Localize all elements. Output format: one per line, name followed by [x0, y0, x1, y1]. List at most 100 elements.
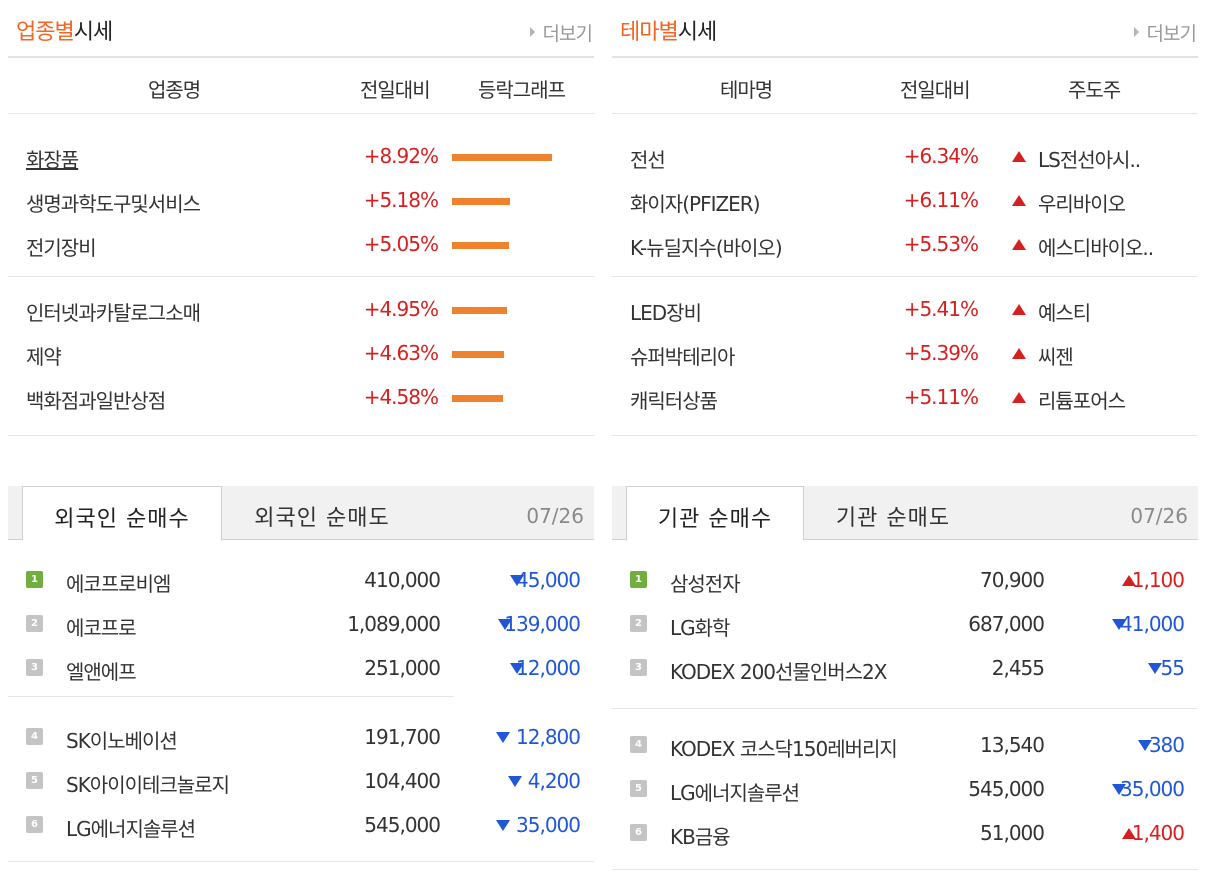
table-row[interactable]: 5 SK아이이테크놀로지 104,400 4,200: [8, 759, 594, 803]
list-item[interactable]: 슈퍼박테리아 +5.39% 씨젠: [612, 331, 1198, 375]
sector-change: +5.05%: [363, 232, 439, 256]
sector-name[interactable]: 백화점과일반상점: [26, 389, 166, 413]
diff-cell: 12,000: [454, 646, 594, 690]
stock-name[interactable]: 에코프로비엠: [66, 572, 171, 596]
stock-name[interactable]: LG에너지솔루션: [66, 817, 196, 841]
theme-leader[interactable]: LS전선아시..: [1038, 148, 1141, 172]
stock-price: 545,000: [968, 777, 1045, 801]
stock-name[interactable]: 에코프로: [66, 616, 137, 640]
triangle-down-icon: [496, 820, 510, 831]
theme-more-link[interactable]: 더보기: [1133, 19, 1197, 46]
stock-diff: 12,000: [516, 656, 581, 680]
stock-diff: 35,000: [1120, 777, 1185, 801]
sector-title: 업종별시세: [16, 20, 113, 45]
list-item[interactable]: LED장비 +5.41% 예스티: [612, 287, 1198, 331]
triangle-down-icon: [1112, 784, 1126, 795]
table-row[interactable]: 2 LG화학 687,000 41,000: [612, 602, 1198, 646]
sector-name[interactable]: 인터넷과카탈로그소매: [26, 301, 201, 325]
stock-price: 251,000: [364, 656, 441, 680]
foreign-group: 4 SK이노베이션 191,700 12,800 5 SK아이이테크놀로지 10…: [8, 697, 594, 862]
foreign-panel: 외국인 순매수 외국인 순매도 07/26 1 에코프로비엠 410,000 2…: [8, 486, 594, 862]
stock-name[interactable]: 삼성전자: [670, 572, 741, 596]
theme-column-header: 테마명 전일대비 주도주: [612, 58, 1198, 114]
triangle-down-icon: [1112, 619, 1126, 630]
triangle-up-icon: [1012, 348, 1026, 359]
theme-leader[interactable]: 씨젠: [1038, 345, 1074, 369]
triangle-up-icon: [1012, 151, 1026, 162]
stock-price: 2,455: [991, 656, 1045, 680]
table-row[interactable]: 6 KB금융 51,000 1,400: [612, 811, 1198, 855]
table-row[interactable]: 2 에코프로 1,089,000: [8, 602, 454, 646]
sector-name[interactable]: 제약: [26, 345, 62, 369]
rank-badge: 4: [26, 728, 43, 745]
triangle-down-icon: [1138, 740, 1152, 751]
theme-col-change: 전일대비: [900, 78, 971, 102]
stock-name[interactable]: LG에너지솔루션: [670, 781, 800, 805]
stock-name[interactable]: KB금융: [670, 825, 731, 849]
list-item[interactable]: 인터넷과카탈로그소매 +4.95%: [8, 287, 594, 331]
theme-leader[interactable]: 우리바이오: [1038, 192, 1126, 216]
table-row[interactable]: 3 KODEX 200선물인버스2X 2,455 55: [612, 646, 1198, 690]
theme-name[interactable]: K-뉴딜지수(바이오): [630, 236, 783, 260]
rank-badge: 4: [630, 736, 647, 753]
list-item[interactable]: 화장품 +8.92%: [8, 134, 594, 178]
table-row[interactable]: 1 삼성전자 70,900 1,100: [612, 558, 1198, 602]
stock-name[interactable]: LG화학: [670, 616, 730, 640]
sector-change: +8.92%: [363, 144, 439, 168]
stock-price: 104,400: [364, 769, 441, 793]
change-bar: [452, 154, 552, 161]
theme-change: +6.34%: [903, 144, 979, 168]
tab-foreign-net-buy[interactable]: 외국인 순매수: [22, 486, 222, 541]
theme-name[interactable]: 화이자(PFIZER): [630, 192, 761, 216]
theme-change: +5.11%: [903, 385, 979, 409]
rank-badge: 3: [630, 659, 647, 676]
stock-name[interactable]: 엘앤에프: [66, 660, 137, 684]
theme-name[interactable]: LED장비: [630, 301, 702, 325]
theme-name[interactable]: 전선: [630, 148, 666, 172]
foreign-date: 07/26: [526, 504, 584, 528]
stock-price: 410,000: [364, 568, 441, 592]
theme-leader[interactable]: 예스티: [1038, 301, 1091, 325]
stock-price: 13,540: [980, 733, 1045, 757]
list-item[interactable]: 화이자(PFIZER) +6.11% 우리바이오: [612, 178, 1198, 222]
tab-foreign-net-sell[interactable]: 외국인 순매도: [254, 506, 390, 531]
stock-name[interactable]: SK이노베이션: [66, 729, 178, 753]
rank-badge: 2: [630, 615, 647, 632]
sector-panel: 업종별시세 더보기 업종명 전일대비 등락그래프 화장품 +8.92% 생명과학…: [8, 0, 594, 436]
theme-leader[interactable]: 리튬포어스: [1038, 389, 1126, 413]
list-item[interactable]: 전선 +6.34% LS전선아시..: [612, 134, 1198, 178]
theme-name[interactable]: 캐릭터상품: [630, 389, 718, 413]
list-item[interactable]: 캐릭터상품 +5.11% 리튬포어스: [612, 375, 1198, 419]
sector-name[interactable]: 생명과학도구및서비스: [26, 192, 201, 216]
stock-name[interactable]: KODEX 코스닥150레버리지: [670, 737, 898, 761]
tab-institution-net-sell[interactable]: 기관 순매도: [835, 506, 951, 531]
list-item[interactable]: 백화점과일반상점 +4.58%: [8, 375, 594, 419]
theme-col-leader: 주도주: [1068, 78, 1121, 102]
sector-more-link[interactable]: 더보기: [529, 19, 593, 46]
stock-name[interactable]: KODEX 200선물인버스2X: [670, 660, 887, 684]
stock-name[interactable]: SK아이이테크놀로지: [66, 773, 230, 797]
table-row[interactable]: 4 KODEX 코스닥150레버리지 13,540 380: [612, 723, 1198, 767]
stock-price: 51,000: [980, 821, 1045, 845]
table-row[interactable]: 5 LG에너지솔루션 545,000 35,000: [612, 767, 1198, 811]
theme-change: +5.41%: [903, 297, 979, 321]
triangle-down-icon: [1148, 663, 1162, 674]
table-row[interactable]: 4 SK이노베이션 191,700 12,800: [8, 715, 594, 759]
table-row[interactable]: 6 LG에너지솔루션 545,000 35,000: [8, 803, 594, 847]
sector-col-name: 업종명: [148, 78, 201, 102]
sector-name[interactable]: 전기장비: [26, 236, 97, 260]
sector-group: 화장품 +8.92% 생명과학도구및서비스 +5.18% 전기장비 +5.05%: [8, 134, 594, 277]
theme-name[interactable]: 슈퍼박테리아: [630, 345, 735, 369]
list-item[interactable]: 제약 +4.63%: [8, 331, 594, 375]
table-row[interactable]: 1 에코프로비엠 410,000: [8, 558, 454, 602]
triangle-up-icon: [1122, 575, 1136, 586]
theme-leader[interactable]: 에스디바이오..: [1038, 236, 1154, 260]
list-item[interactable]: 생명과학도구및서비스 +5.18%: [8, 178, 594, 222]
triangle-down-icon: [508, 776, 522, 787]
table-row[interactable]: 3 엘앤에프 251,000: [8, 646, 454, 690]
tab-institution-net-buy[interactable]: 기관 순매수: [626, 486, 804, 541]
list-item[interactable]: 전기장비 +5.05%: [8, 222, 594, 266]
sector-change: +5.18%: [363, 188, 439, 212]
sector-name[interactable]: 화장품: [26, 148, 79, 172]
list-item[interactable]: K-뉴딜지수(바이오) +5.53% 에스디바이오..: [612, 222, 1198, 266]
